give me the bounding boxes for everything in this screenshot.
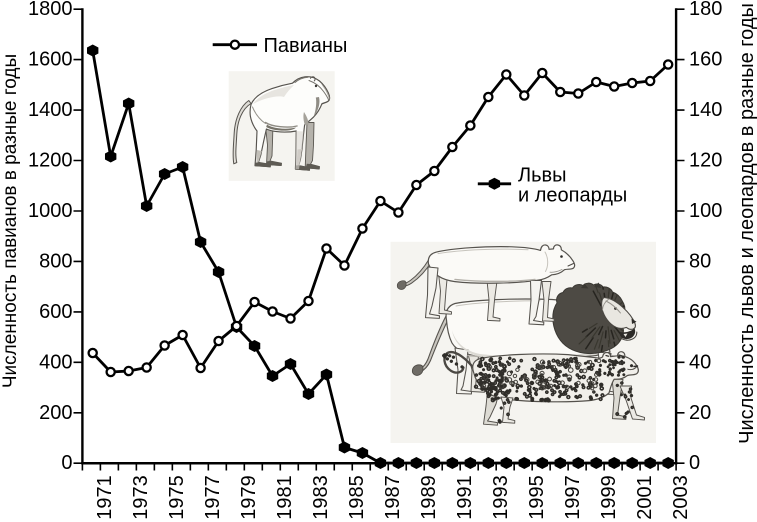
- svg-text:1200: 1200: [28, 150, 73, 172]
- svg-text:1997: 1997: [562, 475, 584, 520]
- svg-text:1600: 1600: [28, 49, 73, 71]
- svg-text:180: 180: [689, 0, 722, 20]
- svg-text:2003: 2003: [670, 475, 692, 520]
- svg-text:600: 600: [39, 301, 72, 323]
- svg-text:1973: 1973: [130, 475, 152, 520]
- svg-text:80: 80: [689, 250, 711, 272]
- svg-text:1000: 1000: [28, 200, 73, 222]
- svg-text:1991: 1991: [454, 475, 476, 519]
- svg-text:400: 400: [39, 351, 72, 373]
- svg-text:Львы: Львы: [518, 165, 567, 187]
- svg-text:20: 20: [689, 402, 711, 424]
- svg-text:140: 140: [689, 99, 722, 121]
- svg-text:1993: 1993: [490, 475, 512, 519]
- svg-text:1400: 1400: [28, 99, 73, 121]
- svg-text:1985: 1985: [346, 475, 368, 520]
- svg-text:1981: 1981: [274, 475, 296, 520]
- svg-text:1971: 1971: [94, 475, 116, 520]
- svg-text:1987: 1987: [382, 475, 404, 520]
- svg-text:100: 100: [689, 200, 722, 222]
- svg-text:60: 60: [689, 301, 711, 323]
- svg-text:2001: 2001: [634, 475, 656, 520]
- svg-text:1977: 1977: [202, 475, 224, 520]
- svg-text:Численность павианов в разные: Численность павианов в разные годы: [0, 54, 21, 388]
- svg-text:160: 160: [689, 49, 722, 71]
- svg-text:Численность львов и леопардов: Численность львов и леопардов в разные г…: [736, 3, 757, 444]
- svg-text:Павианы: Павианы: [264, 35, 348, 57]
- svg-text:0: 0: [61, 452, 72, 474]
- svg-text:40: 40: [689, 351, 711, 373]
- svg-text:1989: 1989: [418, 475, 440, 520]
- svg-text:120: 120: [689, 150, 722, 172]
- svg-text:1999: 1999: [598, 475, 620, 520]
- svg-text:1800: 1800: [28, 0, 73, 20]
- svg-text:1975: 1975: [166, 475, 188, 520]
- svg-text:и леопарды: и леопарды: [518, 184, 627, 206]
- svg-text:0: 0: [689, 452, 700, 474]
- svg-text:1995: 1995: [526, 475, 548, 520]
- svg-text:1979: 1979: [238, 475, 260, 520]
- svg-text:800: 800: [39, 250, 72, 272]
- svg-text:200: 200: [39, 402, 72, 424]
- svg-text:1983: 1983: [310, 475, 332, 520]
